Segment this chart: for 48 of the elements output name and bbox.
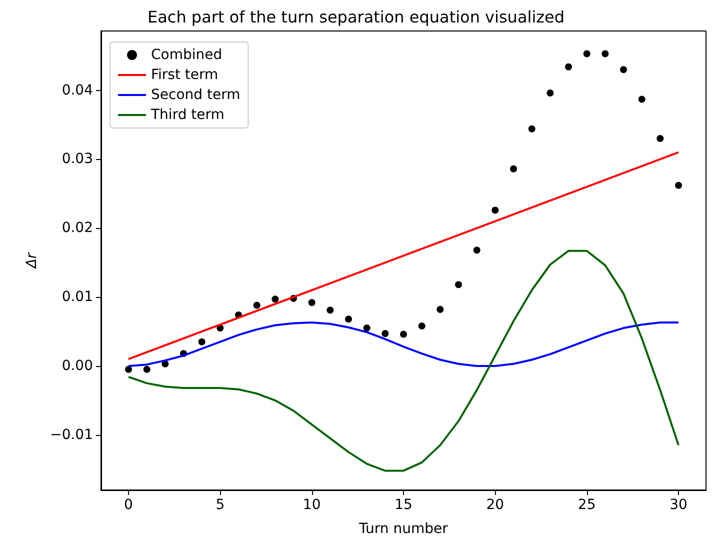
point <box>546 90 554 97</box>
line-series <box>128 250 680 472</box>
y-tick-label: 0.01 <box>62 289 93 306</box>
point <box>583 50 590 58</box>
point <box>656 135 664 142</box>
point <box>125 366 132 373</box>
point <box>198 338 206 346</box>
point <box>602 50 609 58</box>
point <box>308 299 316 306</box>
point <box>492 206 499 214</box>
y-axis-title: Δr <box>24 252 40 270</box>
y-tick-label: 0.02 <box>62 220 93 236</box>
x-tick-label: 15 <box>394 497 412 513</box>
legend-label: Second term <box>151 87 240 103</box>
x-axis-title: Turn number <box>358 521 448 537</box>
point <box>272 296 279 303</box>
point <box>143 366 150 373</box>
point <box>638 96 646 103</box>
point <box>382 330 389 338</box>
point <box>418 322 426 330</box>
point <box>436 306 444 313</box>
point <box>620 66 627 74</box>
point <box>363 324 370 332</box>
point <box>675 182 682 189</box>
point <box>473 246 480 254</box>
point <box>326 306 334 314</box>
y-tick-label: −0.01 <box>50 426 93 443</box>
point <box>162 360 169 368</box>
chart-title: Each part of the turn separation equation visualized <box>147 8 565 26</box>
point <box>528 125 536 132</box>
y-tick-label: 0.04 <box>62 82 94 98</box>
y-tick-label: 0.00 <box>62 358 93 374</box>
x-tick-label: 0 <box>124 497 133 513</box>
point <box>455 281 462 288</box>
point <box>253 302 260 309</box>
legend-label: Combined <box>151 47 222 63</box>
x-tick-label: 25 <box>578 497 596 513</box>
x-tick-label: 10 <box>302 497 321 513</box>
x-tick-label: 20 <box>486 497 504 513</box>
x-tick-label: 30 <box>670 497 688 513</box>
legend-label: First term <box>151 67 218 83</box>
point <box>345 316 352 323</box>
point <box>510 165 517 172</box>
point <box>400 330 407 338</box>
y-tick-label: 0.03 <box>62 151 93 168</box>
point <box>565 63 572 70</box>
legend-label: Third term <box>150 107 224 123</box>
x-tick-label: 5 <box>216 497 225 513</box>
